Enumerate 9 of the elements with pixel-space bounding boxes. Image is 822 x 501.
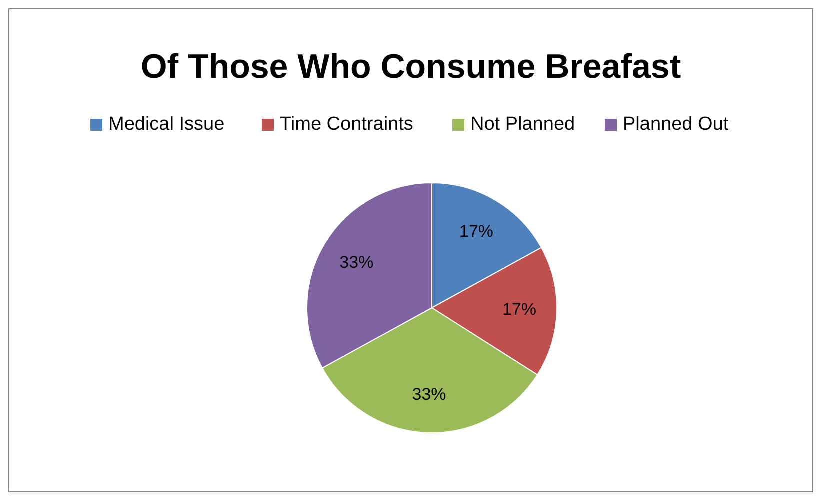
legend-label: Planned Out — [623, 114, 730, 136]
data-label: 33% — [340, 252, 374, 272]
chart-title: Of Those Who Consume Breafast — [140, 48, 682, 86]
legend-label: Not Planned — [470, 114, 576, 136]
data-label: 17% — [502, 300, 536, 320]
legend-label: Time Contraints — [280, 114, 414, 136]
data-label: 33% — [412, 384, 446, 404]
legend-label: Medical Issue — [108, 114, 225, 136]
data-label: 17% — [460, 222, 494, 242]
